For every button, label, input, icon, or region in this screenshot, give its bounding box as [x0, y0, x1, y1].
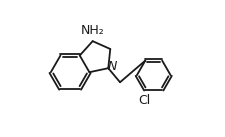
- Text: Cl: Cl: [138, 94, 151, 107]
- Text: N: N: [108, 60, 117, 73]
- Text: NH₂: NH₂: [81, 24, 105, 37]
